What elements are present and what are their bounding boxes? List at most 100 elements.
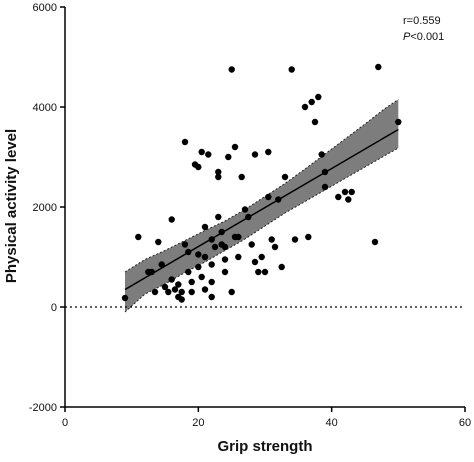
data-point <box>265 148 272 156</box>
data-point <box>161 283 169 291</box>
regression-line <box>124 128 399 291</box>
p-value-annotation: P<0.001 <box>403 31 444 43</box>
data-point <box>168 216 175 223</box>
labels-layer: Grip strength Physical activity level r=… <box>3 15 444 455</box>
y-tick-label: -2000 <box>29 402 57 414</box>
data-point <box>271 243 279 251</box>
data-point <box>178 296 185 303</box>
r-value-annotation: r=0.559 <box>403 15 441 27</box>
data-point <box>258 253 265 261</box>
axes-layer: -2000 0 2000 4000 6000 0 20 40 60 <box>29 2 471 429</box>
data-point <box>211 243 219 251</box>
data-point <box>168 276 175 283</box>
data-point <box>321 168 329 176</box>
data-point <box>208 236 215 243</box>
data-point <box>251 151 259 158</box>
y-tick-label: 0 <box>51 302 57 314</box>
data-point <box>311 118 319 126</box>
data-point <box>218 228 225 236</box>
y-tick-label: 2000 <box>33 202 57 214</box>
data-point <box>195 251 202 258</box>
data-point <box>268 236 275 243</box>
data-point <box>201 286 209 293</box>
data-point <box>251 258 259 266</box>
data-point <box>395 118 402 126</box>
data-point <box>198 273 205 281</box>
data-point <box>135 233 142 241</box>
data-point <box>245 213 252 221</box>
data-point <box>305 233 312 241</box>
p-symbol: P <box>403 31 411 43</box>
x-tick-label: 60 <box>459 417 471 429</box>
data-point <box>195 263 202 271</box>
data-point <box>121 294 129 302</box>
data-point <box>195 163 202 171</box>
data-point <box>221 268 229 276</box>
data-point <box>181 138 189 146</box>
data-point <box>321 183 329 191</box>
confidence-band <box>125 99 399 312</box>
y-tick-label: 6000 <box>33 2 57 14</box>
data-point <box>225 153 232 161</box>
data-point <box>275 196 282 203</box>
data-point <box>185 248 192 256</box>
data-point <box>315 93 322 101</box>
regression-line-layer <box>124 128 399 291</box>
data-point <box>158 261 165 268</box>
data-point <box>345 196 352 203</box>
y-axis-title: Physical activity level <box>3 129 20 283</box>
data-point <box>341 188 349 196</box>
data-point <box>188 278 195 286</box>
data-point <box>255 268 262 276</box>
data-point <box>171 286 179 293</box>
data-point <box>201 223 209 231</box>
data-point <box>165 288 172 296</box>
data-point <box>288 66 295 73</box>
data-point <box>221 243 229 251</box>
data-point <box>241 206 249 213</box>
data-point <box>318 151 325 158</box>
data-point <box>291 236 299 243</box>
data-point <box>228 288 235 296</box>
x-tick-label: 40 <box>326 417 338 429</box>
data-point <box>265 193 272 201</box>
data-point <box>198 148 205 156</box>
data-point <box>208 278 215 286</box>
data-point <box>308 98 315 106</box>
data-point <box>348 188 355 196</box>
data-point <box>371 238 379 246</box>
data-point <box>205 151 212 158</box>
data-point <box>208 293 215 301</box>
x-axis-title: Grip strength <box>217 438 312 455</box>
data-point <box>278 263 285 271</box>
data-point <box>188 288 195 296</box>
data-point <box>201 253 209 261</box>
y-tick-label: 4000 <box>33 102 57 114</box>
data-point <box>375 63 382 71</box>
data-point <box>215 173 222 181</box>
x-tick-label: 0 <box>62 417 68 429</box>
data-point <box>281 173 289 181</box>
data-point <box>181 241 189 248</box>
data-point <box>215 168 222 176</box>
data-point <box>301 103 309 111</box>
confidence-band-layer <box>124 99 399 313</box>
data-point <box>248 241 255 248</box>
confidence-band-upper-edge <box>124 99 399 273</box>
x-tick-label: 20 <box>192 417 204 429</box>
p-value-text: <0.001 <box>410 31 444 43</box>
data-point <box>151 288 159 296</box>
data-point <box>148 268 155 276</box>
data-point <box>261 268 269 276</box>
data-point <box>178 288 185 296</box>
data-point <box>235 253 242 261</box>
data-point <box>228 66 235 73</box>
data-point <box>215 213 222 221</box>
data-point <box>231 143 239 151</box>
data-point <box>221 256 229 263</box>
data-point <box>185 268 192 276</box>
data-point <box>208 261 215 268</box>
data-point <box>235 233 242 241</box>
